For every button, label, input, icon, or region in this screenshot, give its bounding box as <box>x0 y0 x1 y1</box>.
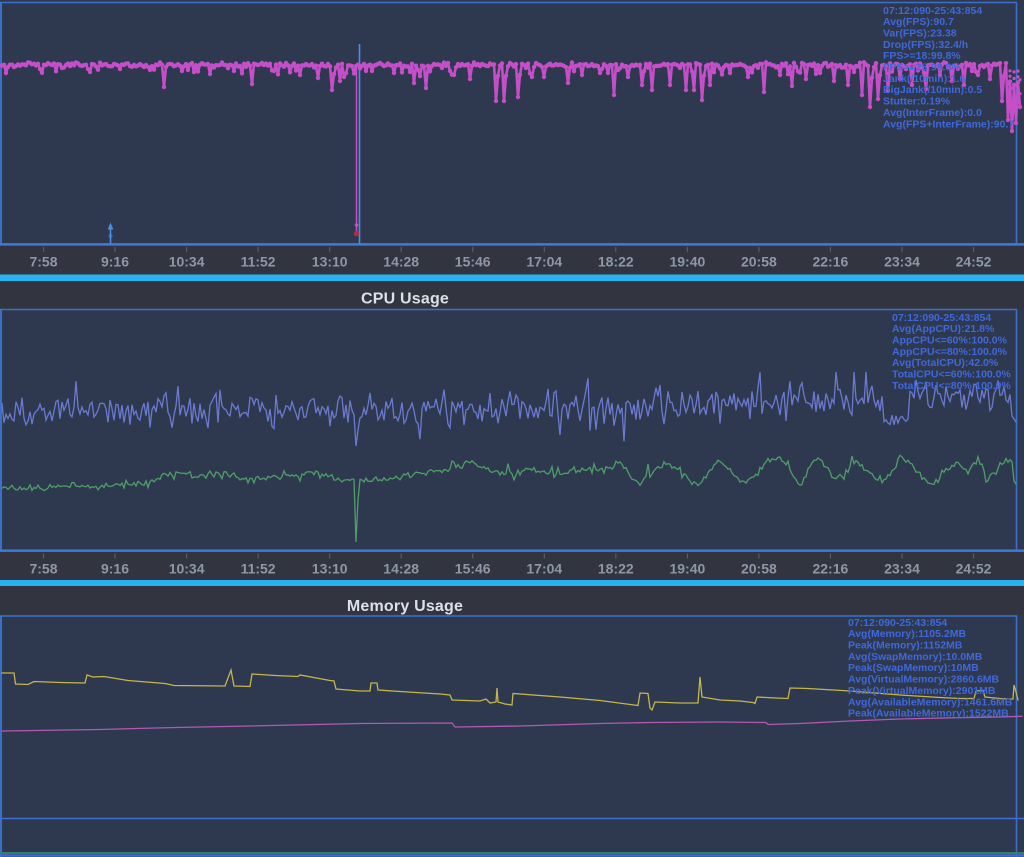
svg-text:AppCPU<=60%:100.0%: AppCPU<=60%:100.0% <box>892 335 1008 347</box>
svg-text:Avg(AvailableMemory):1461.6MB: Avg(AvailableMemory):1461.6MB <box>848 696 1013 708</box>
svg-text:Drop(FPS):32.4/h: Drop(FPS):32.4/h <box>883 39 968 51</box>
svg-text:13:10: 13:10 <box>312 561 348 577</box>
svg-text:07:12:090-25:43:854: 07:12:090-25:43:854 <box>892 312 991 324</box>
svg-text:Peak(AvailableMemory):1522MB: Peak(AvailableMemory):1522MB <box>848 708 1009 720</box>
svg-text:22:16: 22:16 <box>812 254 848 270</box>
svg-text:CPU Usage: CPU Usage <box>361 291 449 308</box>
svg-text:22:16: 22:16 <box>812 561 848 577</box>
svg-text:14:28: 14:28 <box>383 254 419 270</box>
svg-text:Avg(TotalCPU):42.0%: Avg(TotalCPU):42.0% <box>892 357 999 369</box>
svg-text:18:22: 18:22 <box>598 254 634 270</box>
svg-text:Avg(Memory):1105.2MB: Avg(Memory):1105.2MB <box>848 628 966 640</box>
svg-text:20:58: 20:58 <box>741 561 777 577</box>
svg-text:9:16: 9:16 <box>101 561 129 577</box>
svg-text:7:58: 7:58 <box>29 561 57 577</box>
svg-text:11:52: 11:52 <box>241 254 276 270</box>
svg-text:Peak(VirtualMemory):2901MB: Peak(VirtualMemory):2901MB <box>848 685 996 697</box>
svg-text:13:10: 13:10 <box>312 254 348 270</box>
svg-text:Avg(AppCPU):21.8%: Avg(AppCPU):21.8% <box>892 323 995 335</box>
svg-text:11:52: 11:52 <box>241 561 276 577</box>
svg-text:20:58: 20:58 <box>741 254 777 270</box>
svg-text:17:04: 17:04 <box>526 561 562 577</box>
svg-text:AppCPU<=80%:100.0%: AppCPU<=80%:100.0% <box>892 346 1008 358</box>
svg-text:TotalCPU<=80%:100.0%: TotalCPU<=80%:100.0% <box>892 380 1012 392</box>
svg-text:Peak(Memory):1152MB: Peak(Memory):1152MB <box>848 640 963 652</box>
svg-text:14:28: 14:28 <box>383 561 419 577</box>
svg-text:Jank(/10min):1.6: Jank(/10min):1.6 <box>883 73 965 85</box>
svg-text:19:40: 19:40 <box>669 561 705 577</box>
svg-text:Avg(SwapMemory):10.0MB: Avg(SwapMemory):10.0MB <box>848 651 983 663</box>
svg-text:23:34: 23:34 <box>884 254 920 270</box>
svg-text:23:34: 23:34 <box>884 561 920 577</box>
svg-text:18:22: 18:22 <box>598 561 634 577</box>
svg-text:15:46: 15:46 <box>455 254 491 270</box>
svg-text:Memory Usage: Memory Usage <box>347 598 463 615</box>
svg-text:FPS>=25:99.8%: FPS>=25:99.8% <box>883 62 961 74</box>
svg-text:Peak(SwapMemory):10MB: Peak(SwapMemory):10MB <box>848 662 979 674</box>
svg-text:Var(FPS):23.38: Var(FPS):23.38 <box>883 28 957 40</box>
svg-text:07:12:090-25:43:854: 07:12:090-25:43:854 <box>848 617 947 629</box>
svg-text:19:40: 19:40 <box>669 254 705 270</box>
svg-text:BigJank(/10min):0.5: BigJank(/10min):0.5 <box>883 84 982 96</box>
svg-text:9:16: 9:16 <box>101 254 129 270</box>
svg-text:Avg(FPS):90.7: Avg(FPS):90.7 <box>883 16 954 28</box>
svg-text:10:34: 10:34 <box>169 561 205 577</box>
svg-text:Avg(VirtualMemory):2860.6MB: Avg(VirtualMemory):2860.6MB <box>848 674 1000 686</box>
svg-text:Avg(InterFrame):0.0: Avg(InterFrame):0.0 <box>883 107 982 119</box>
svg-text:Stutter:0.19%: Stutter:0.19% <box>883 96 951 108</box>
svg-text:07:12:090-25:43:854: 07:12:090-25:43:854 <box>883 5 982 17</box>
svg-text:FPS>=18:99.8%: FPS>=18:99.8% <box>883 50 961 62</box>
svg-text:24:52: 24:52 <box>956 254 992 270</box>
svg-text:15:46: 15:46 <box>455 561 491 577</box>
svg-text:24:52: 24:52 <box>956 561 992 577</box>
svg-text:10:34: 10:34 <box>169 254 205 270</box>
svg-text:7:58: 7:58 <box>29 254 57 270</box>
svg-text:TotalCPU<=60%:100.0%: TotalCPU<=60%:100.0% <box>892 369 1012 381</box>
svg-text:17:04: 17:04 <box>526 254 562 270</box>
svg-text:Avg(FPS+InterFrame):90.7: Avg(FPS+InterFrame):90.7 <box>883 118 1014 130</box>
